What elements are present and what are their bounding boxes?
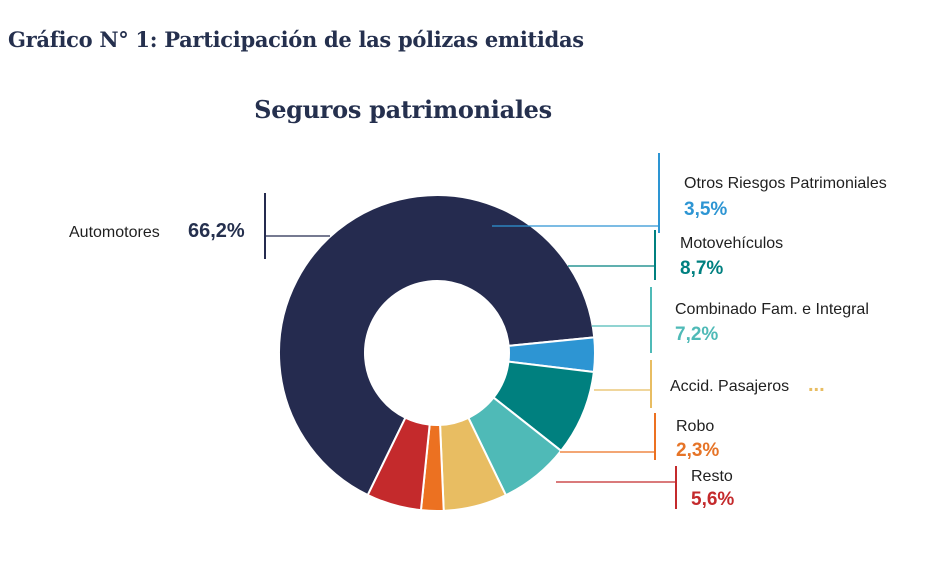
chart-title: Seguros patrimoniales <box>254 95 552 124</box>
value-combinado-fam-e-integral: 7,2% <box>675 324 718 345</box>
value-motovehiculos: 8,7% <box>680 258 723 279</box>
page-title: Gráfico N° 1: Participación de las póliz… <box>8 27 584 52</box>
label-resto: Resto <box>691 468 733 485</box>
value-otros-riesgos-patrimoniales: 3,5% <box>684 199 727 220</box>
label-robo: Robo <box>676 418 714 435</box>
value-robo: 2,3% <box>676 440 719 461</box>
value-resto: 5,6% <box>691 489 734 510</box>
label-automotores: Automotores <box>69 224 160 241</box>
label-motovehiculos: Motovehículos <box>680 235 783 252</box>
label-combinado-fam-e-integral: Combinado Fam. e Integral <box>675 301 869 318</box>
slices <box>278 194 596 512</box>
slice-automotores <box>278 194 596 497</box>
label-accid-pasajeros: Accid. Pasajeros <box>670 378 789 395</box>
callouts: Automotores 66,2% Otros Riesgos Patrimonia… <box>69 153 887 510</box>
value-automotores: 66,2% <box>188 220 245 242</box>
slice-resto <box>366 416 431 512</box>
label-otros-riesgos-patrimoniales: Otros Riesgos Patrimoniales <box>684 175 887 192</box>
value-accid-pasajeros: ... <box>808 374 825 396</box>
